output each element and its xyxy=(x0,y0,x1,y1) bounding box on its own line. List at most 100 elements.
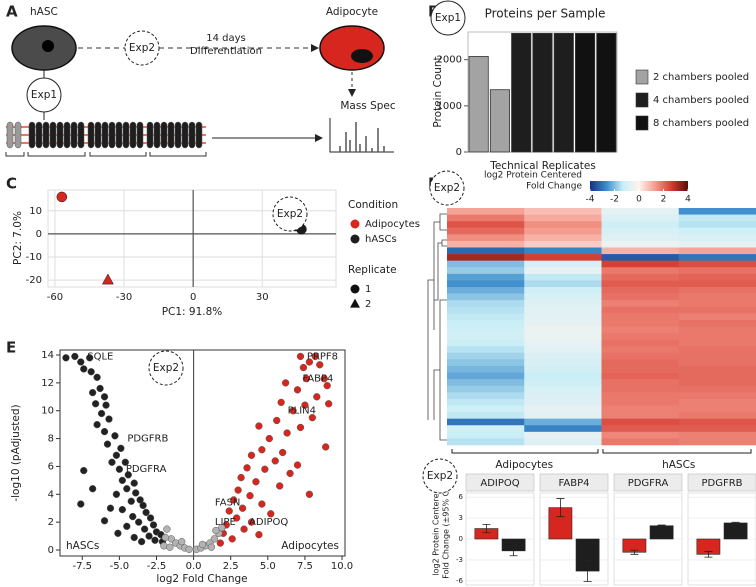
bar xyxy=(723,522,748,540)
point xyxy=(71,352,79,361)
chip-chamber xyxy=(101,121,109,149)
chip-bracket xyxy=(89,152,147,157)
legend-swatch xyxy=(635,92,649,108)
y-tick-label: 0 xyxy=(456,147,462,158)
point xyxy=(100,517,109,525)
heatmap-cell xyxy=(524,412,602,419)
heatmap-cell xyxy=(678,379,756,387)
point xyxy=(163,525,171,533)
x-tick-label: -2.5 xyxy=(147,561,167,572)
colorbar-title: log2 Protein Centered xyxy=(484,171,582,181)
colorbar-title: Fold Change xyxy=(526,182,582,192)
legend-marker xyxy=(350,298,360,308)
heatmap-cell xyxy=(447,313,525,321)
chip-bracket xyxy=(27,152,86,157)
point xyxy=(238,504,247,512)
point xyxy=(102,401,110,409)
legend-label: 2 chambers pooled xyxy=(653,72,749,83)
point xyxy=(87,368,95,376)
gene-label: ADIPOQ xyxy=(249,517,288,528)
dendrogram xyxy=(427,213,447,441)
badge-circle xyxy=(148,350,184,386)
group-brackets xyxy=(451,449,752,454)
point xyxy=(302,375,311,383)
legend-label: 1 xyxy=(365,284,371,295)
heatmap-cell xyxy=(447,319,525,327)
y-tick-label: 8 xyxy=(48,434,54,445)
heatmap-cell xyxy=(524,254,602,261)
point xyxy=(117,444,125,452)
heatmap-cell xyxy=(447,425,525,433)
heatmap-cell xyxy=(524,392,602,400)
point xyxy=(279,448,287,457)
error-bar xyxy=(482,523,491,534)
x-tick-label: 10.0 xyxy=(331,561,353,572)
legend-label: hASCs xyxy=(365,234,397,245)
chip-chamber xyxy=(63,121,71,149)
point xyxy=(293,386,302,394)
facet-header xyxy=(539,473,609,492)
heatmap-cell xyxy=(447,418,525,426)
x-tick-label: 7.5 xyxy=(297,561,313,572)
heatmap-cell xyxy=(678,398,756,406)
legend-marker xyxy=(350,284,360,294)
error-bar xyxy=(657,524,666,527)
legend-swatch xyxy=(635,69,649,85)
y-tick-label: 12 xyxy=(41,378,54,389)
badge-label: Exp1 xyxy=(435,12,461,24)
x-tick-label: 5.0 xyxy=(260,561,276,572)
point xyxy=(246,492,254,500)
point xyxy=(139,501,147,510)
point xyxy=(123,522,131,530)
y-tick-label: 6 xyxy=(459,493,464,501)
heatmap-cell xyxy=(678,280,756,288)
gene-label: PDGFRA xyxy=(126,464,167,475)
heatmap-cell xyxy=(447,398,525,406)
point xyxy=(103,440,112,448)
heatmap-cell xyxy=(447,247,525,255)
heatmap-cell xyxy=(678,214,756,222)
chip-chamber xyxy=(174,121,182,149)
exp2-badge xyxy=(124,30,160,66)
heatmap-cell xyxy=(678,293,756,301)
point xyxy=(247,518,256,526)
point xyxy=(91,400,100,408)
point xyxy=(137,538,146,546)
error-bar xyxy=(583,560,592,582)
heatmap-cell xyxy=(601,300,680,308)
heatmap-cell xyxy=(447,221,525,229)
heatmap-cell xyxy=(678,431,756,439)
facet-title: PDGFRB xyxy=(701,478,742,489)
point xyxy=(207,543,216,551)
heatmap-cell xyxy=(524,405,602,413)
point xyxy=(313,393,321,401)
point xyxy=(115,465,124,473)
heatmap-cell xyxy=(447,240,525,248)
heatmap-cell xyxy=(524,352,602,360)
heatmap-cell xyxy=(524,398,602,406)
panel-letter: A xyxy=(6,3,18,21)
x-axis-label: log2 Fold Change xyxy=(156,573,247,585)
point xyxy=(146,514,155,522)
point xyxy=(230,496,238,504)
point xyxy=(305,358,314,366)
heatmap-cell xyxy=(447,280,525,288)
badge-circle xyxy=(429,170,465,206)
chip-chamber xyxy=(6,121,14,149)
legend-title: Condition xyxy=(348,199,398,211)
heatmap-cell xyxy=(524,372,602,380)
heatmap-cell xyxy=(524,287,602,294)
heatmap-cell xyxy=(447,405,525,413)
point xyxy=(145,532,153,540)
hasc-nucleus xyxy=(42,40,54,52)
point xyxy=(232,514,241,522)
point xyxy=(325,400,333,408)
heatmap-cell xyxy=(601,366,680,373)
point xyxy=(86,354,94,362)
facet-header xyxy=(687,473,756,492)
point xyxy=(89,388,97,397)
heatmap-cell xyxy=(601,333,680,340)
point xyxy=(56,191,68,203)
heatmap-cell xyxy=(678,227,756,235)
